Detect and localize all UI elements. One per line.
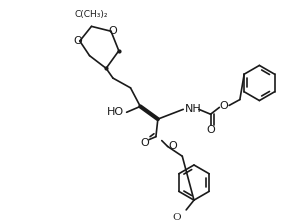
Text: O: O bbox=[168, 141, 177, 151]
Text: O: O bbox=[74, 36, 82, 46]
Text: C(CH₃)₂: C(CH₃)₂ bbox=[75, 10, 108, 19]
Text: O: O bbox=[172, 213, 181, 222]
Text: NH: NH bbox=[185, 104, 202, 114]
Text: O: O bbox=[220, 101, 229, 111]
Text: HO: HO bbox=[107, 107, 124, 117]
Text: O: O bbox=[206, 125, 215, 135]
Text: O: O bbox=[109, 26, 117, 36]
Text: O: O bbox=[141, 138, 150, 148]
